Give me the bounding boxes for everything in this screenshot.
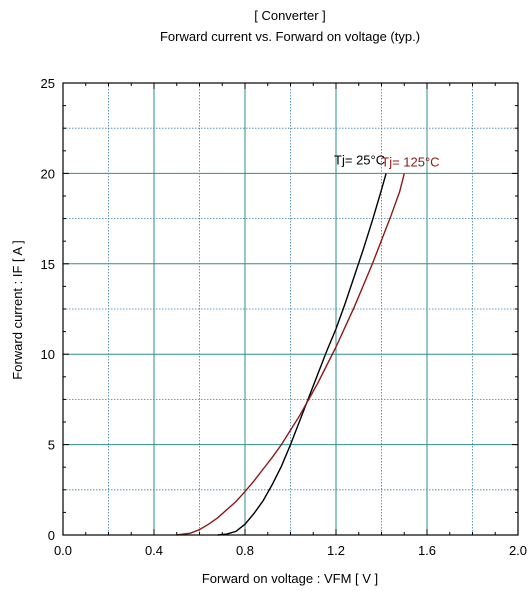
y-axis-label: Forward current : IF [ A ]: [10, 240, 25, 379]
series-line-tj25: [217, 173, 387, 536]
y-tick-label: 5: [48, 438, 55, 453]
series-label-tj125: Tj= 125°C: [381, 154, 439, 169]
y-tick-label: 25: [41, 76, 55, 91]
x-tick-label: 0.4: [145, 543, 163, 558]
tick-marks: [62, 82, 519, 536]
x-tick-label: 0.8: [236, 543, 254, 558]
x-tick-label: 2.0: [509, 543, 527, 558]
y-tick-label: 20: [41, 166, 55, 181]
chart-title: [ Converter ]: [254, 8, 326, 23]
x-tick-label: 0.0: [54, 543, 72, 558]
series-label-tj25: Tj= 25°C: [334, 152, 385, 167]
y-tick-label: 15: [41, 257, 55, 272]
chart-subtitle: Forward current vs. Forward on voltage (…: [159, 29, 421, 44]
series-line-tj125: [176, 173, 405, 536]
x-tick-label: 1.6: [418, 543, 436, 558]
series-labels: Tj= 25°CTj= 125°C: [334, 152, 440, 169]
tick-labels: 0.0 0.4 0.8 1.2 1.6 2.0 0 5 10 15 20 25: [41, 76, 528, 558]
grid: [63, 83, 518, 535]
x-axis-label: Forward on voltage : VFM [ V ]: [202, 571, 378, 586]
y-tick-label: 10: [41, 347, 55, 362]
y-tick-label: 0: [48, 528, 55, 543]
series-lines: [176, 173, 405, 536]
x-tick-label: 1.2: [327, 543, 345, 558]
